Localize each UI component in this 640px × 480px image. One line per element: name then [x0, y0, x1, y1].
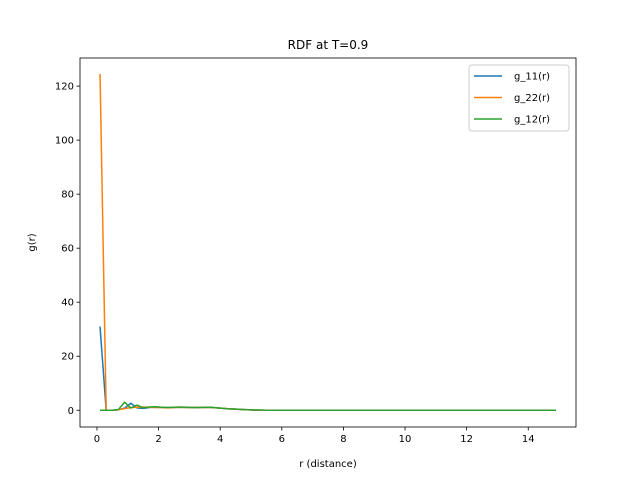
- plot-area: 0 2 4 6 8 10 12 14 0 20 40 60 80 100 120: [55, 57, 577, 445]
- plot-frame: [79, 57, 577, 428]
- legend-frame: [468, 64, 570, 132]
- y-tick-label: 120: [55, 82, 74, 93]
- legend-label: g_12(r): [514, 115, 550, 126]
- chart-title: RDF at T=0.9: [288, 38, 369, 52]
- x-tick-label: 2: [155, 434, 161, 445]
- y-tick-label: 40: [61, 298, 74, 309]
- x-tick-label: 12: [460, 434, 473, 445]
- y-tick-label: 60: [61, 244, 74, 255]
- x-axis: 0 2 4 6 8 10 12 14: [94, 427, 535, 445]
- x-tick-label: 8: [340, 434, 346, 445]
- y-axis-label: g(r): [27, 233, 38, 251]
- x-axis-label: r (distance): [299, 459, 357, 470]
- legend-label: g_11(r): [514, 72, 550, 83]
- x-tick-label: 14: [522, 434, 535, 445]
- y-axis: 0 20 40 60 80 100 120: [55, 82, 80, 417]
- series-line-g-12-r-: [100, 401, 556, 411]
- y-tick-label: 0: [68, 406, 74, 417]
- x-tick-label: 10: [399, 434, 412, 445]
- y-tick-label: 80: [61, 190, 74, 201]
- series-lines: [99, 73, 556, 411]
- legend: g_11(r) g_22(r) g_12(r): [468, 64, 570, 132]
- x-tick-label: 0: [94, 434, 100, 445]
- y-tick-label: 100: [55, 136, 74, 147]
- y-tick-label: 20: [61, 352, 74, 363]
- x-tick-label: 6: [279, 434, 285, 445]
- legend-label: g_22(r): [514, 93, 550, 104]
- x-tick-label: 4: [217, 434, 223, 445]
